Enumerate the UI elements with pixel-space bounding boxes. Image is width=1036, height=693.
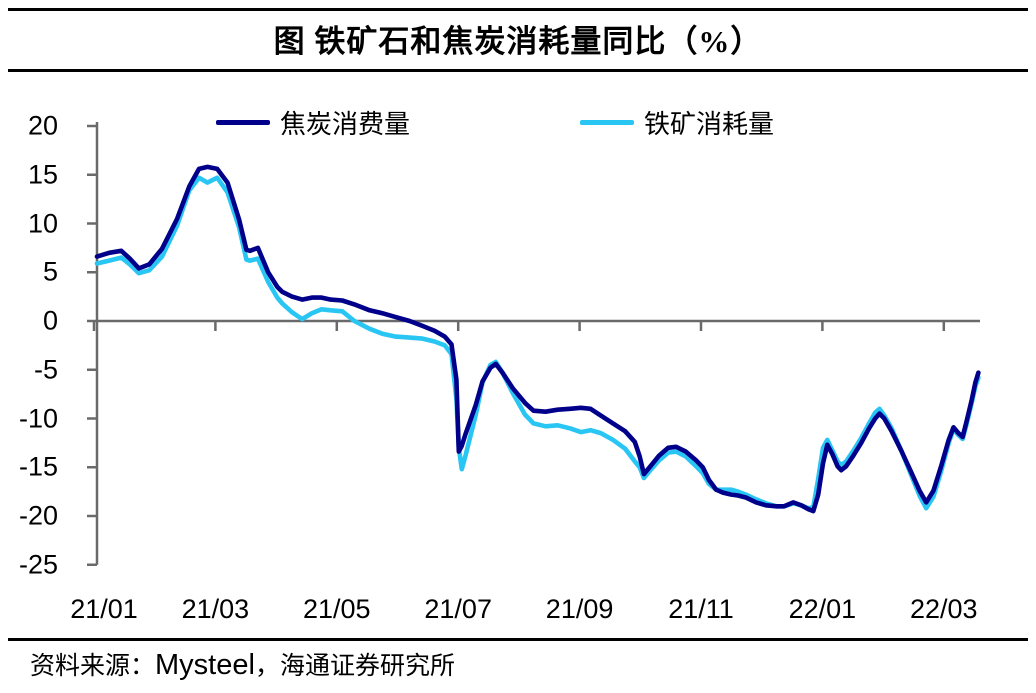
y-axis-label: -25 [18,549,58,580]
legend-item-iron: 铁矿消耗量 [580,104,774,141]
iron-series-swatch [580,120,634,125]
source-vendor: Mysteel [155,649,255,681]
chart-legend: 焦炭消费量 铁矿消耗量 [0,104,1013,141]
y-axis-label: -5 [33,354,58,385]
y-axis-label: 15 [27,159,58,190]
x-axis-label: 21/07 [424,594,492,624]
x-axis-label: 21/09 [545,594,614,624]
source-prefix: 资料来源： [30,653,156,680]
source-suffix: ，海通证券研究所 [254,653,455,680]
coke-series-line [94,164,981,514]
legend-item-coke: 焦炭消费量 [215,104,410,141]
source-note: 资料来源： Mysteel ，海通证券研究所 [30,646,455,682]
y-axis-label: 10 [27,208,58,238]
y-axis-label: 20 [27,110,58,141]
iron-series-line [94,175,981,511]
x-axis-label: 21/05 [303,594,371,624]
y-axis-label: -15 [18,451,58,482]
x-axis-label: 22/03 [910,594,978,624]
y-axis-label: -20 [18,500,58,531]
coke-series-swatch [215,120,270,125]
title-divider [8,69,1028,72]
x-axis-label: 21/03 [181,594,250,624]
iron-series-label: 铁矿消耗量 [644,110,775,139]
y-axis-label: 0 [42,305,58,336]
chart-title: 图 铁矿石和焦炭消耗量同比（%） [273,24,763,59]
x-axis-label: 21/01 [70,594,138,624]
x-axis-label: 22/01 [788,594,857,624]
x-axis-label: 21/11 [668,594,734,624]
y-axis-label: 5 [42,256,58,287]
y-axis-label: -10 [18,403,58,433]
footer-divider [8,638,1028,641]
top-divider [8,8,1028,11]
coke-series-label: 焦炭消费量 [279,110,410,139]
